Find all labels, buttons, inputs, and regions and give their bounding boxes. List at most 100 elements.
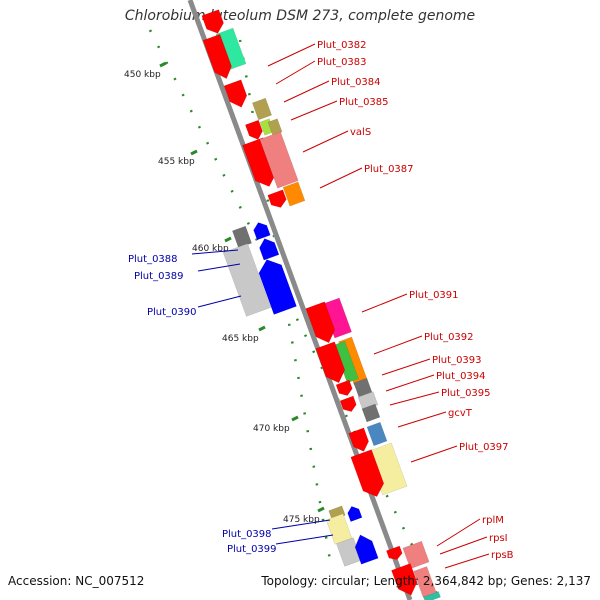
gene-label-forward[interactable]: gcvT bbox=[448, 408, 473, 419]
kbp-label: 470 kbp bbox=[253, 424, 290, 434]
gene-label-forward[interactable]: Plut_0385 bbox=[339, 97, 389, 108]
gene-feature[interactable] bbox=[232, 224, 258, 249]
label-leader-line bbox=[410, 445, 458, 463]
gene-feature[interactable] bbox=[361, 402, 387, 423]
gene-arrow[interactable] bbox=[339, 395, 358, 414]
kbp-major-tick bbox=[258, 325, 266, 332]
kbp-label: 465 kbp bbox=[222, 334, 259, 344]
gene-arrow[interactable] bbox=[325, 513, 353, 545]
gene-arrow[interactable] bbox=[346, 504, 363, 522]
gene-label-forward[interactable]: Plut_0382 bbox=[317, 40, 367, 51]
gene-label-reverse[interactable]: Plut_0399 bbox=[227, 544, 277, 555]
label-leader-line bbox=[436, 518, 481, 547]
gene-label-forward[interactable]: Plut_0383 bbox=[317, 57, 367, 68]
gene-label-forward[interactable]: Plut_0394 bbox=[436, 371, 486, 382]
label-leader-line bbox=[197, 263, 241, 272]
genome-summary: Topology: circular; Length: 2,364,842 bp… bbox=[261, 574, 591, 588]
gene-feature[interactable] bbox=[315, 338, 358, 386]
gene-feature[interactable] bbox=[267, 187, 296, 211]
label-leader-line bbox=[397, 411, 447, 428]
kbp-label: 450 kbp bbox=[124, 70, 161, 80]
gene-label-forward[interactable]: Plut_0384 bbox=[331, 77, 381, 88]
gene-feature[interactable] bbox=[202, 31, 243, 82]
gene-arrow[interactable] bbox=[366, 421, 388, 447]
gene-feature[interactable] bbox=[245, 118, 271, 142]
gene-arrow[interactable] bbox=[352, 532, 379, 565]
gene-arrow[interactable] bbox=[386, 545, 403, 562]
gene-arrow[interactable] bbox=[315, 341, 348, 386]
gene-feature[interactable] bbox=[252, 96, 278, 121]
label-leader-line bbox=[267, 43, 316, 67]
gene-label-forward[interactable]: rpsI bbox=[489, 533, 508, 544]
gene-arrow[interactable] bbox=[202, 33, 235, 82]
gene-arrow[interactable] bbox=[245, 119, 264, 142]
gene-label-forward[interactable]: rplM bbox=[482, 515, 504, 526]
gene-feature[interactable] bbox=[267, 117, 287, 136]
gene-arrow[interactable] bbox=[348, 427, 372, 454]
gene-label-reverse[interactable]: Plut_0388 bbox=[128, 254, 178, 265]
label-leader-line bbox=[290, 100, 338, 121]
gene-label-forward[interactable]: rpsB bbox=[491, 550, 514, 561]
gene-feature[interactable] bbox=[282, 179, 312, 207]
gene-arrow[interactable] bbox=[335, 379, 354, 398]
label-leader-line bbox=[319, 167, 363, 189]
gene-arrow[interactable] bbox=[232, 225, 252, 249]
kbp-major-tick bbox=[159, 61, 167, 68]
gene-feature[interactable] bbox=[350, 446, 398, 501]
gene-arrow[interactable] bbox=[257, 236, 280, 261]
gene-feature[interactable] bbox=[222, 239, 283, 317]
gene-feature[interactable] bbox=[346, 502, 368, 522]
kbp-ticks: 450 kbp 455 kbp 460 kbp 465 kbp 470 kbp 475 k… bbox=[124, 29, 442, 600]
gene-feature[interactable] bbox=[352, 529, 387, 565]
gene-arrow[interactable] bbox=[252, 97, 272, 121]
label-leader-line bbox=[302, 130, 349, 153]
gene-arrow[interactable] bbox=[402, 540, 430, 570]
gene-feature[interactable] bbox=[335, 378, 361, 398]
gene-label-forward[interactable]: Plut_0392 bbox=[424, 332, 474, 343]
gene-arrow[interactable] bbox=[305, 301, 338, 346]
gene-feature[interactable] bbox=[223, 77, 258, 111]
gene-label-forward[interactable]: Plut_0393 bbox=[432, 355, 482, 366]
gene-feature[interactable] bbox=[339, 394, 365, 414]
gene-feature[interactable] bbox=[402, 538, 439, 570]
label-leader-line bbox=[275, 60, 316, 85]
gene-arrow[interactable] bbox=[267, 189, 289, 211]
label-leader-line bbox=[283, 80, 330, 103]
gene-arrow[interactable] bbox=[252, 220, 271, 241]
gene-arrow[interactable] bbox=[267, 118, 283, 136]
gene-feature[interactable] bbox=[325, 511, 360, 545]
gene-feature[interactable] bbox=[257, 233, 286, 261]
gene-feature[interactable] bbox=[391, 560, 429, 598]
gene-label-forward[interactable]: Plut_0395 bbox=[441, 388, 491, 399]
gene-feature[interactable] bbox=[348, 425, 379, 454]
gene-feature[interactable] bbox=[201, 7, 235, 37]
gene-arrow[interactable] bbox=[391, 563, 420, 598]
gene-label-forward[interactable]: valS bbox=[350, 127, 371, 138]
gene-arrow[interactable] bbox=[282, 181, 306, 207]
gene-feature[interactable] bbox=[259, 128, 309, 189]
gene-feature[interactable] bbox=[386, 544, 410, 562]
gene-label-forward[interactable]: Plut_0391 bbox=[409, 290, 459, 301]
gene-arrow[interactable] bbox=[222, 243, 272, 317]
kbp-label: 475 kbp bbox=[283, 515, 320, 525]
gene-label-forward[interactable]: Plut_0397 bbox=[459, 442, 509, 453]
gene-feature[interactable] bbox=[255, 251, 307, 315]
gene-feature[interactable] bbox=[252, 218, 277, 241]
gene-label-reverse[interactable]: Plut_0398 bbox=[222, 529, 272, 540]
gene-arrow[interactable] bbox=[361, 403, 381, 423]
gene-feature[interactable] bbox=[242, 134, 289, 190]
gene-label-reverse[interactable]: Plut_0390 bbox=[147, 307, 197, 318]
gene-arrow[interactable] bbox=[255, 256, 297, 315]
kbp-label: 460 kbp bbox=[192, 244, 229, 254]
gene-arrow[interactable] bbox=[350, 449, 387, 501]
gene-feature[interactable] bbox=[366, 420, 394, 447]
gene-feature[interactable] bbox=[305, 298, 348, 346]
gene-arrow[interactable] bbox=[201, 9, 226, 37]
gene-label-reverse[interactable]: Plut_0389 bbox=[134, 271, 184, 282]
kbp-major-tick bbox=[224, 236, 232, 243]
gene-label-forward[interactable]: Plut_0387 bbox=[364, 164, 414, 175]
gene-arrow[interactable] bbox=[223, 79, 250, 111]
gene-arrow[interactable] bbox=[259, 131, 299, 189]
label-leader-line bbox=[444, 553, 490, 569]
gene-arrow[interactable] bbox=[242, 137, 279, 191]
